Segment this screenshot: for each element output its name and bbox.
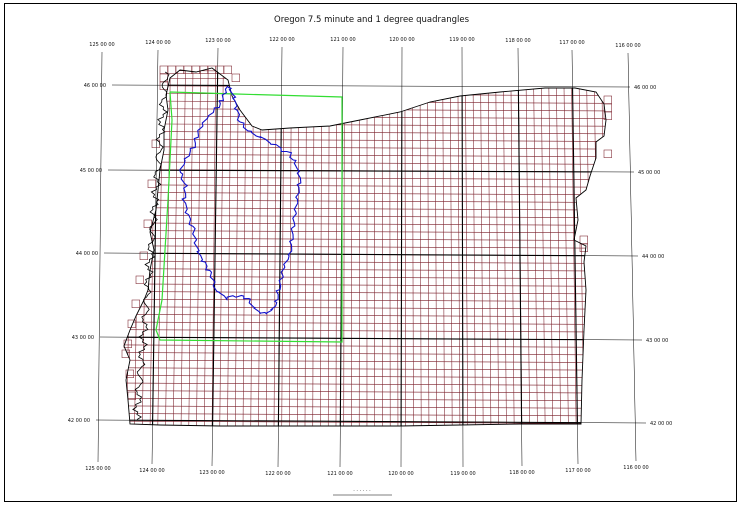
latitude-label-right: 43 00 00 — [646, 338, 668, 344]
scale-bar: · · · · · · — [333, 488, 392, 496]
quadrangle-grid — [124, 68, 606, 426]
latitude-label-right: 46 00 00 — [634, 85, 656, 91]
latitude-label-left: 45 00 00 — [80, 168, 102, 174]
latitude-label-left: 43 00 00 — [72, 335, 94, 341]
graticule — [95, 46, 647, 468]
latitude-label-left: 44 00 00 — [76, 251, 98, 257]
longitude-label-top: 123 00 00 — [205, 38, 230, 44]
longitude-label-bottom: 122 00 00 — [265, 471, 290, 477]
longitude-label-top: 119 00 00 — [449, 37, 474, 43]
latitude-label-left: 46 00 00 — [84, 83, 106, 89]
longitude-label-bottom: 119 00 00 — [450, 471, 475, 477]
state-outline — [123, 67, 607, 427]
longitude-label-bottom: 117 00 00 — [565, 468, 590, 474]
longitude-label-bottom: 120 00 00 — [388, 471, 413, 477]
coordinate-labels: 125 00 00 124 00 00 123 00 00 122 00 00 121 … — [68, 37, 673, 477]
longitude-label-top: 117 00 00 — [559, 40, 584, 46]
longitude-label-bottom: 121 00 00 — [327, 471, 352, 477]
longitude-label-bottom: 125 00 00 — [85, 466, 110, 472]
one-degree-grid — [124, 68, 606, 426]
scale-bar-label: · · · · · · — [353, 488, 371, 494]
map-title: Oregon 7.5 minute and 1 degree quadrangl… — [274, 15, 469, 25]
longitude-label-bottom: 123 00 00 — [199, 470, 224, 476]
longitude-label-top: 124 00 00 — [145, 40, 170, 46]
watershed-boundary — [179, 85, 302, 315]
longitude-label-bottom: 116 00 00 — [623, 465, 648, 471]
longitude-label-top: 122 00 00 — [269, 37, 294, 43]
study-area-box — [155, 91, 343, 343]
longitude-label-bottom: 118 00 00 — [509, 470, 534, 476]
latitude-label-right: 45 00 00 — [638, 170, 660, 176]
latitude-label-right: 42 00 00 — [650, 421, 672, 427]
coastline — [132, 71, 170, 420]
longitude-label-top: 121 00 00 — [330, 37, 355, 43]
latitude-label-left: 42 00 00 — [68, 418, 90, 424]
longitude-label-top: 116 00 00 — [615, 43, 640, 49]
latitude-label-right: 44 00 00 — [642, 254, 664, 260]
longitude-label-bottom: 124 00 00 — [139, 468, 164, 474]
longitude-label-top: 120 00 00 — [389, 37, 414, 43]
longitude-label-top: 125 00 00 — [89, 42, 114, 48]
meridian-line — [97, 51, 103, 463]
meridian-line — [627, 52, 637, 462]
longitude-label-top: 118 00 00 — [505, 38, 530, 44]
